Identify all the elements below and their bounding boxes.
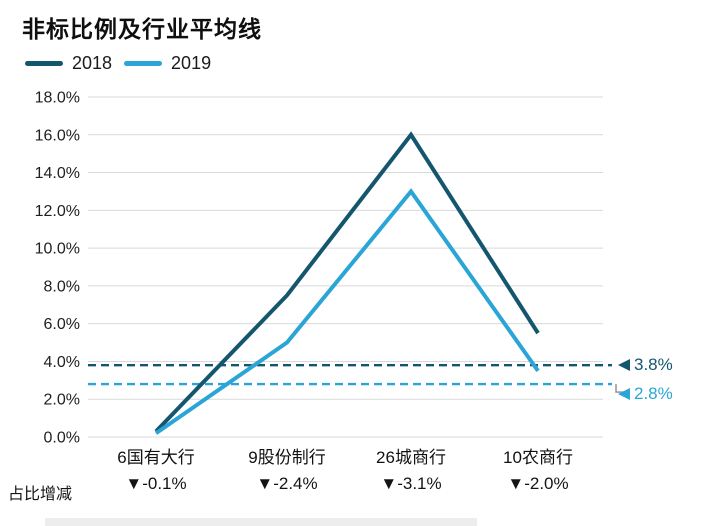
legend-label-2018: 2018 xyxy=(72,53,113,73)
average-annotation-2019: 2.8% xyxy=(618,383,673,404)
y-tick-label: 16.0% xyxy=(35,127,80,144)
left-triangle-icon xyxy=(618,358,630,371)
y-tick-label: 2.0% xyxy=(44,392,80,409)
y-tick-label: 6.0% xyxy=(44,316,80,333)
x-category-delta: ▼-2.0% xyxy=(507,474,569,493)
average-value-2018: 3.8% xyxy=(634,355,673,375)
legend-item-2018: 2018 xyxy=(25,53,112,74)
legend-label-2019: 2019 xyxy=(171,53,212,73)
x-category-label: 6国有大行 xyxy=(117,448,195,467)
x-category-label: 10农商行 xyxy=(503,448,573,467)
legend-item-2019: 2019 xyxy=(124,53,211,74)
legend-swatch-2019 xyxy=(124,61,163,66)
y-tick-label: 10.0% xyxy=(35,241,80,258)
x-category-delta: ▼-0.1% xyxy=(125,474,187,493)
average-value-2019: 2.8% xyxy=(634,384,673,404)
footer-strip xyxy=(45,518,477,526)
x-category-delta: ▼-2.4% xyxy=(256,474,318,493)
left-triangle-icon xyxy=(618,387,630,400)
x-category-label: 9股份制行 xyxy=(248,448,326,467)
series-line-2019 xyxy=(154,188,540,435)
x-category-4: 10农商行 ▼-2.0% xyxy=(472,447,604,494)
y-tick-label: 12.0% xyxy=(35,203,80,220)
y-tick-label: 0.0% xyxy=(44,430,80,447)
x-category-label: 26城商行 xyxy=(376,448,446,467)
y-tick-label: 14.0% xyxy=(35,165,80,182)
x-category-delta: ▼-3.1% xyxy=(380,474,442,493)
x-category-1: 6国有大行 ▼-0.1% xyxy=(90,447,222,494)
x-category-3: 26城商行 ▼-3.1% xyxy=(345,447,477,494)
y-tick-label: 4.0% xyxy=(44,354,80,371)
chart-title: 非标比例及行业平均线 xyxy=(22,16,262,42)
average-annotation-2018: 3.8% xyxy=(618,354,673,375)
legend: 2018 2019 xyxy=(25,53,211,74)
x-category-2: 9股份制行 ▼-2.4% xyxy=(221,447,353,494)
y-tick-label: 8.0% xyxy=(44,278,80,295)
legend-swatch-2018 xyxy=(25,61,63,66)
series-line-2018 xyxy=(154,131,540,433)
delta-row-label: 占比增减 xyxy=(8,486,73,503)
y-tick-label: 18.0% xyxy=(35,90,80,107)
